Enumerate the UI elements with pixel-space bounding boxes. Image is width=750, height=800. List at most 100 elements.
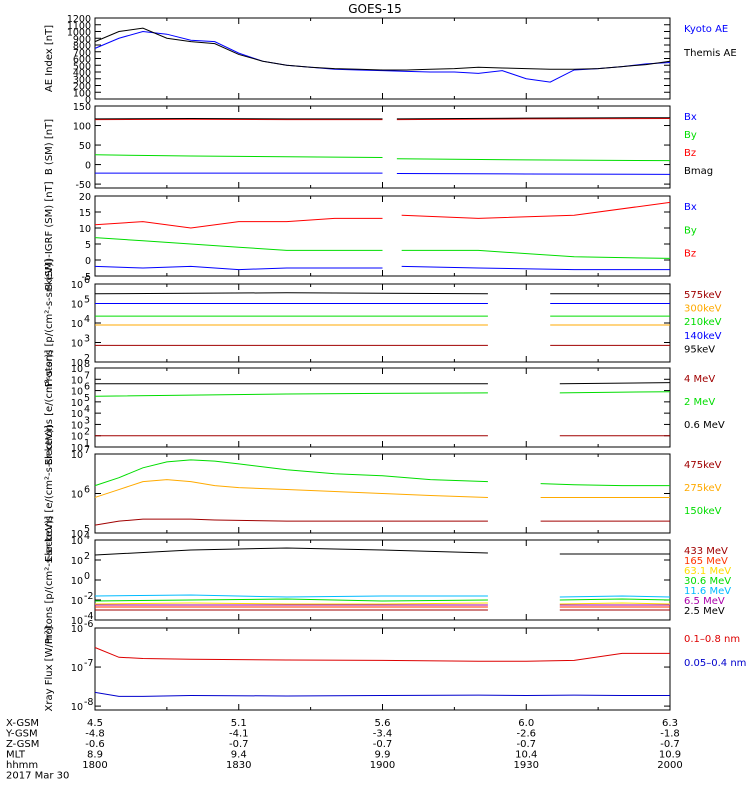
legend-entry: 0.6 MeV [684,420,725,431]
y-tick-exponent: 2 [84,353,90,364]
legend-entry: 2.5 MeV [684,606,725,617]
footer-value: 5.1 [231,718,247,729]
footer-value: -0.7 [373,739,393,750]
y-tick-exponent: 1 [84,438,90,449]
legend-entry: Bz [684,249,696,260]
legend-entry: Kyoto AE [684,24,728,35]
footer-row-label: Y-GSM [5,729,38,740]
series-line [559,595,671,598]
footer-value: 1930 [514,760,539,771]
legend-entry: 95keV [684,344,715,355]
footer-date: 2017 Mar 30 [6,771,69,782]
series-line [559,598,671,601]
y-axis-label: B (SM) [nT] [44,119,55,175]
series-line [94,479,488,498]
series-line [94,217,383,229]
y-tick-label: 10 [71,358,83,369]
y-axis-label: AE Index [nT] [44,25,55,92]
footer-value: 4.5 [87,718,103,729]
series-bx [95,172,671,175]
series-11-6-mev [94,594,671,598]
series-line [94,392,488,397]
y-tick-exponent: 5 [84,295,90,306]
y-tick-label: 10 [71,490,83,501]
y-tick-exponent: 3 [84,334,90,345]
series-line [401,201,671,219]
y-tick-label: 1200 [67,14,91,25]
series-line [94,602,488,605]
panel-frame [94,195,671,277]
legend-entry: 140keV [684,331,722,342]
series-bx [94,265,670,271]
panel-2: -50 0 50 100 150 B (SM) [nT] Bx By Bz Bmag [44,102,713,191]
series-line [94,30,671,83]
footer-value: -2.6 [516,729,536,740]
y-tick-exponent: -7 [84,658,93,669]
y-tick-label: 10 [71,616,83,627]
y-tick-exponent: 6 [84,275,90,286]
legend-entry: 4 MeV [684,374,715,385]
y-tick-label: 10 [71,398,83,409]
footer-value: 1900 [370,760,395,771]
y-tick-exponent: 4 [84,531,90,542]
series-line [94,237,383,251]
y-tick-exponent: 2 [84,427,90,438]
y-tick-label: 0 [85,256,91,267]
legend-entry: By [684,130,697,141]
footer-value: -1.8 [660,729,680,740]
series-line [94,647,670,662]
y-tick-label: 10 [71,375,83,386]
y-tick-exponent: 4 [84,404,90,415]
y-tick-label: 600 [73,55,91,66]
legend-entry: Bmag [684,166,713,177]
y-tick-label: 0 [85,95,91,106]
footer-value: 6.3 [662,718,678,729]
y-tick-label: 500 [73,61,91,72]
panel-frame [94,283,671,363]
series-bmag [94,117,671,120]
series-line [94,292,488,295]
footer-value: -0.7 [660,739,680,750]
y-axis-label: Electrons [e/(cm²-s-sr)] [44,350,55,466]
series-line [559,391,671,394]
series-30-6-mev [94,598,671,602]
y-tick-label: 10 [71,300,83,311]
y-tick-exponent: 8 [84,359,90,370]
series-line [94,691,670,697]
series-bz [94,201,671,229]
y-tick-label: 1100 [67,21,91,32]
y-tick-label: -50 [75,180,91,191]
y-tick-label: 20 [79,192,91,203]
footer-value: 1800 [82,760,107,771]
y-tick-label: 10 [71,432,83,443]
series-line [396,117,671,121]
legend-entry: Bz [684,148,696,159]
footer-value: -3.4 [373,729,393,740]
y-tick-label: 10 [71,576,83,587]
y-tick-label: 10 [71,319,83,330]
series-475kev [94,518,670,526]
series-line [401,265,670,271]
y-tick-exponent: -4 [84,611,93,622]
y-tick-exponent: 6 [84,485,90,496]
footer-value: 5.6 [375,718,391,729]
legend-entry: 165 MeV [684,556,728,567]
legend-entry: 2 MeV [684,397,715,408]
series-bz [94,117,671,121]
legend-entry: Bx [684,112,697,123]
footer-row-label: MLT [6,750,26,761]
legend-entry: 0.05–0.4 nm [684,658,746,669]
footer-value: -0.7 [229,739,249,750]
y-axis-label: B (SM)-IGRF (SM) [nT] [44,181,55,290]
series-line [559,382,671,385]
footer-value: 10.9 [659,750,681,761]
footer-value: -0.6 [85,739,105,750]
y-tick-label: 10 [71,624,83,635]
legend-entry: 210keV [684,317,722,328]
y-tick-exponent: 0 [84,571,90,582]
legend-entry: 575keV [684,290,722,301]
series-line [94,459,488,487]
